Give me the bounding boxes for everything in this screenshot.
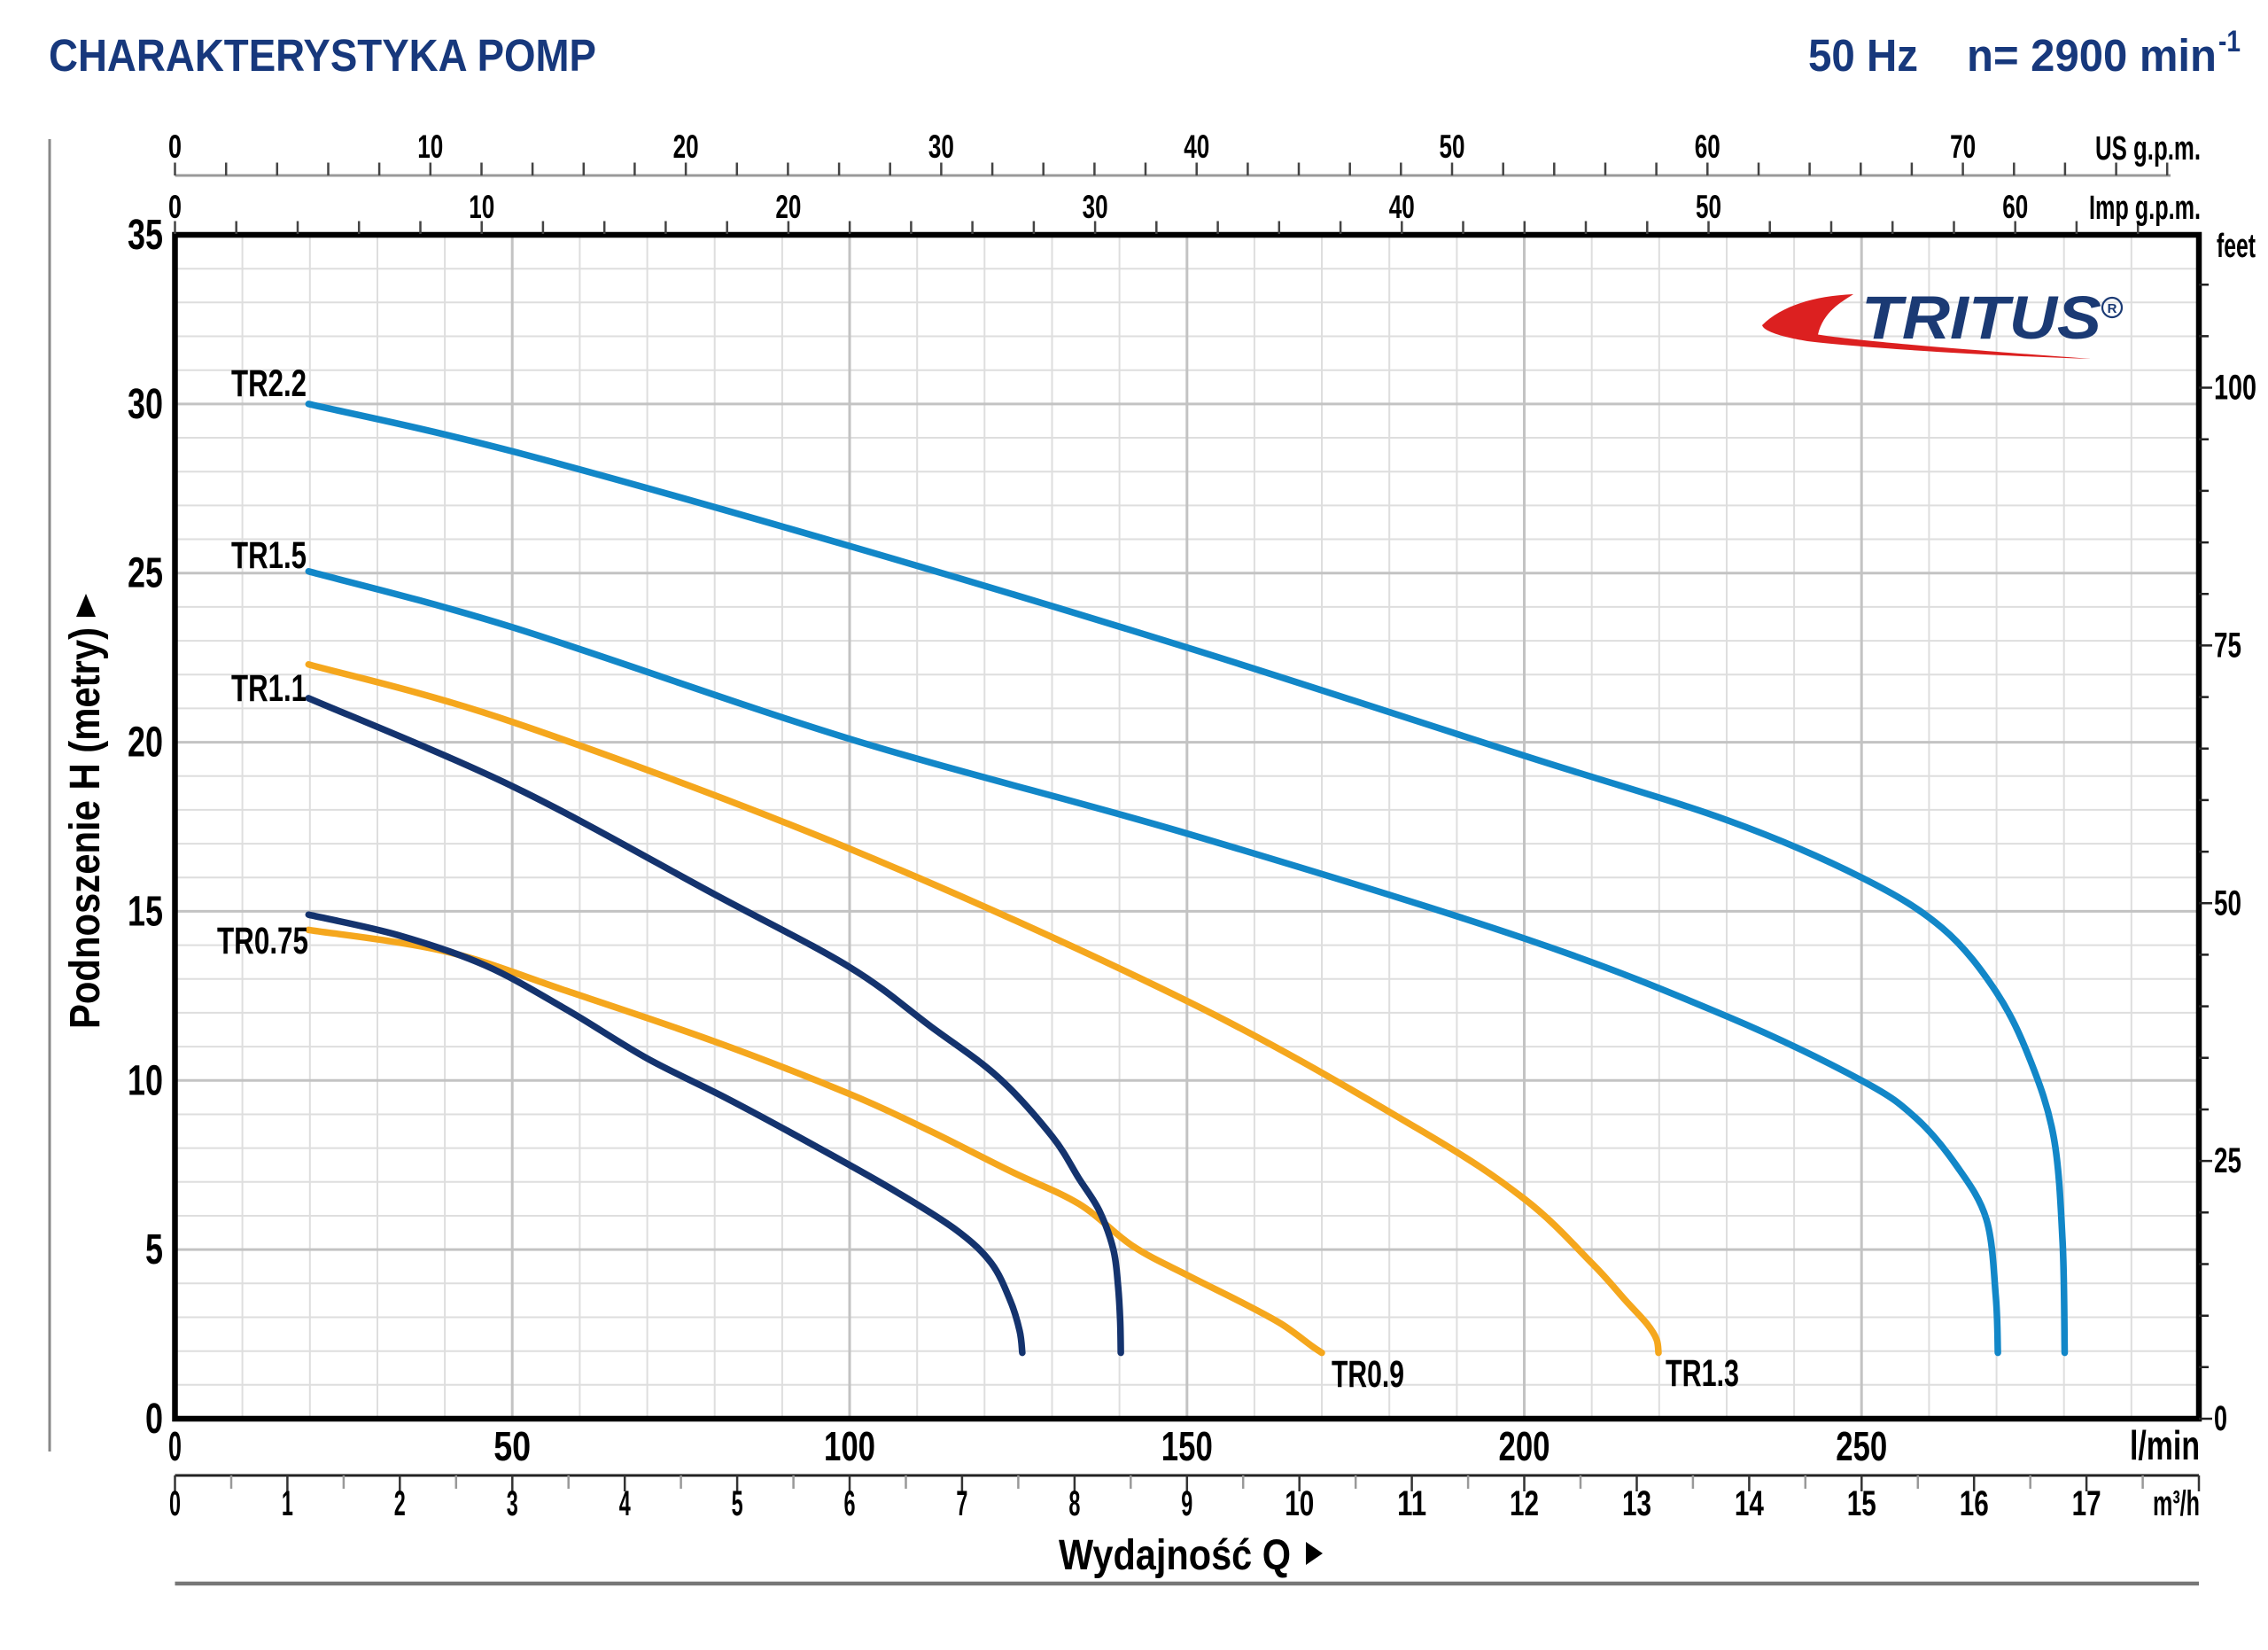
svg-text:10: 10 xyxy=(128,1057,163,1104)
svg-text:16: 16 xyxy=(1960,1484,1989,1523)
svg-text:TR1.3: TR1.3 xyxy=(1666,1352,1739,1395)
svg-text:0: 0 xyxy=(168,1423,182,1469)
svg-text:TR1.1: TR1.1 xyxy=(231,667,307,710)
svg-text:70: 70 xyxy=(1950,128,1976,165)
svg-text:25: 25 xyxy=(128,550,163,597)
svg-text:20: 20 xyxy=(775,189,801,225)
svg-text:50: 50 xyxy=(1696,189,1721,225)
svg-text:50 Hz: 50 Hz xyxy=(1808,30,1918,81)
svg-text:15: 15 xyxy=(1847,1484,1876,1523)
svg-text:60: 60 xyxy=(2002,189,2028,225)
svg-text:10: 10 xyxy=(1285,1484,1314,1523)
svg-text:50: 50 xyxy=(493,1423,531,1469)
svg-text:30: 30 xyxy=(1083,189,1108,225)
svg-text:0: 0 xyxy=(168,189,182,225)
svg-text:25: 25 xyxy=(2214,1141,2241,1180)
svg-text:4: 4 xyxy=(619,1484,631,1523)
svg-text:17: 17 xyxy=(2072,1484,2101,1523)
svg-text:TR0.9: TR0.9 xyxy=(1332,1353,1404,1396)
svg-text:CHARAKTERYSTYKA POMP: CHARAKTERYSTYKA POMP xyxy=(49,30,596,81)
svg-text:Imp g.p.m.: Imp g.p.m. xyxy=(2089,190,2201,227)
svg-text:R: R xyxy=(2108,301,2117,316)
svg-text:TRITUS: TRITUS xyxy=(1861,284,2101,352)
svg-text:3: 3 xyxy=(507,1484,518,1523)
svg-text:12: 12 xyxy=(1510,1484,1539,1523)
svg-text:100: 100 xyxy=(824,1423,875,1469)
svg-text:75: 75 xyxy=(2214,626,2241,665)
svg-text:10: 10 xyxy=(417,128,443,165)
svg-text:7: 7 xyxy=(956,1484,967,1523)
svg-text:40: 40 xyxy=(1389,189,1415,225)
svg-text:50: 50 xyxy=(1440,128,1465,165)
svg-text:5: 5 xyxy=(145,1226,163,1273)
svg-text:TR1.5: TR1.5 xyxy=(231,534,307,577)
svg-text:9: 9 xyxy=(1181,1484,1192,1523)
svg-text:60: 60 xyxy=(1695,128,1720,165)
svg-text:13: 13 xyxy=(1622,1484,1651,1523)
svg-text:20: 20 xyxy=(673,128,699,165)
svg-text:15: 15 xyxy=(128,888,163,935)
svg-text:US g.p.m.: US g.p.m. xyxy=(2095,130,2201,167)
svg-text:0: 0 xyxy=(169,1484,181,1523)
svg-text:0: 0 xyxy=(145,1396,163,1443)
svg-text:TR2.2: TR2.2 xyxy=(231,362,307,405)
svg-text:0: 0 xyxy=(2214,1399,2227,1438)
svg-text:1: 1 xyxy=(282,1484,293,1523)
svg-text:10: 10 xyxy=(469,189,494,225)
svg-text:30: 30 xyxy=(128,381,163,428)
svg-text:35: 35 xyxy=(128,212,163,259)
svg-text:30: 30 xyxy=(928,128,954,165)
svg-text:5: 5 xyxy=(732,1484,743,1523)
svg-text:TR0.75: TR0.75 xyxy=(217,920,308,962)
svg-text:200: 200 xyxy=(1499,1423,1550,1469)
svg-text:Podnoszenie H (metry): Podnoszenie H (metry) xyxy=(62,627,109,1029)
svg-text:m³/h: m³/h xyxy=(2153,1484,2200,1523)
svg-text:6: 6 xyxy=(844,1484,856,1523)
svg-text:feet: feet xyxy=(2217,228,2256,265)
svg-text:20: 20 xyxy=(128,720,163,767)
svg-text:14: 14 xyxy=(1735,1484,1765,1523)
svg-text:l/min: l/min xyxy=(2130,1422,2200,1468)
svg-text:250: 250 xyxy=(1836,1423,1887,1469)
svg-text:0: 0 xyxy=(168,128,182,165)
svg-text:-1: -1 xyxy=(2218,25,2241,58)
svg-text:Wydajność Q: Wydajność Q xyxy=(1059,1532,1291,1579)
svg-text:150: 150 xyxy=(1161,1423,1213,1469)
svg-text:2: 2 xyxy=(394,1484,406,1523)
svg-text:11: 11 xyxy=(1397,1484,1426,1523)
svg-text:50: 50 xyxy=(2214,883,2241,922)
svg-text:n= 2900 min: n= 2900 min xyxy=(1967,30,2217,81)
svg-text:40: 40 xyxy=(1184,128,1209,165)
svg-text:100: 100 xyxy=(2214,369,2256,408)
svg-text:8: 8 xyxy=(1068,1484,1080,1523)
